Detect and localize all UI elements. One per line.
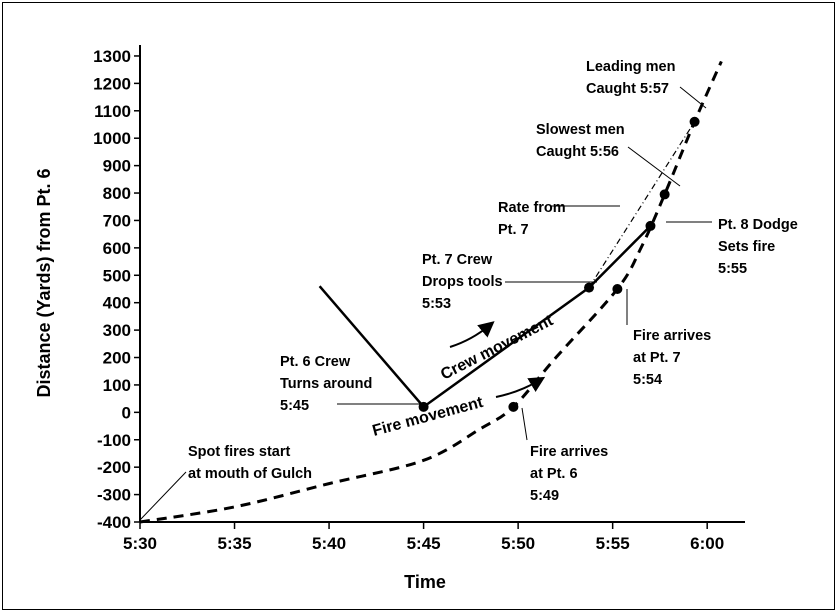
y-tick-label: 1100 <box>94 102 131 121</box>
y-tick-label: 500 <box>103 266 131 285</box>
leader-fire-pt6 <box>521 407 528 441</box>
annotation-pt8-dodge: Pt. 8 Dodge Sets fire 5:55 <box>718 217 802 277</box>
annotation-slowest-men: Slowest men Caught 5:56 <box>536 122 629 160</box>
y-tick-label: 700 <box>103 211 131 230</box>
y-tick-label: 1000 <box>93 129 131 148</box>
series-line <box>139 60 723 524</box>
series-line <box>318 225 652 409</box>
y-tick-label: -200 <box>97 458 131 477</box>
leader-slowest-men <box>627 146 681 187</box>
x-tick-label: 5:30 <box>123 534 157 553</box>
leader-spot-fires <box>139 471 187 521</box>
annotation-fire-at-pt6: Fire arrives at Pt. 6 5:49 <box>530 444 612 504</box>
y-tick-label: -100 <box>97 431 131 450</box>
annotation-fire-at-pt7: Fire arrives at Pt. 7 5:54 <box>633 328 715 388</box>
y-tick-label: 200 <box>103 349 131 368</box>
x-tick-label: 5:50 <box>501 534 535 553</box>
annotation-rate-from: Rate from Pt. 7 <box>498 200 570 238</box>
annotation-pt7-crew: Pt. 7 Crew Drops tools 5:53 <box>422 252 507 312</box>
annotation-spot-fires: Spot fires start at mouth of Gulch <box>188 444 312 482</box>
y-tick-label: 100 <box>103 376 131 395</box>
y-tick-label: 300 <box>103 321 131 340</box>
y-tick-label: -300 <box>97 486 131 505</box>
crew-movement-arrow <box>449 321 495 348</box>
annotation-pt6-crew: Pt. 6 Crew Turns around 5:45 <box>280 354 376 414</box>
data-point-marker <box>612 283 623 294</box>
y-tick-label: 400 <box>103 294 131 313</box>
data-point-marker <box>659 189 670 200</box>
y-tick-label: 0 <box>122 403 131 422</box>
fire-movement-arrow <box>495 376 546 398</box>
leader-leading-men <box>679 86 707 109</box>
fire-movement-label: Fire movement <box>371 394 486 440</box>
annotation-leading-men: Leading men Caught 5:57 <box>586 59 679 97</box>
y-tick-label: 1300 <box>93 47 131 66</box>
y-tick-label: 600 <box>103 239 131 258</box>
x-tick-label: 5:45 <box>407 534 441 553</box>
x-tick-label: 5:35 <box>218 534 252 553</box>
x-axis-label: Time <box>404 572 446 592</box>
y-tick-label: 900 <box>103 157 131 176</box>
x-tick-label: 6:00 <box>690 534 724 553</box>
x-tick-label: 5:40 <box>312 534 346 553</box>
crew-movement-label: Crew movement <box>438 312 556 384</box>
data-point-marker <box>645 220 656 231</box>
y-tick-label: -400 <box>97 513 131 532</box>
data-point-marker <box>689 116 700 127</box>
y-tick-label: 800 <box>103 184 131 203</box>
x-tick-label: 5:55 <box>596 534 630 553</box>
data-point-marker <box>508 401 519 412</box>
y-tick-label: 1200 <box>93 74 131 93</box>
y-axis-label: Distance (Yards) from Pt. 6 <box>34 168 54 397</box>
data-point-marker <box>584 282 595 293</box>
